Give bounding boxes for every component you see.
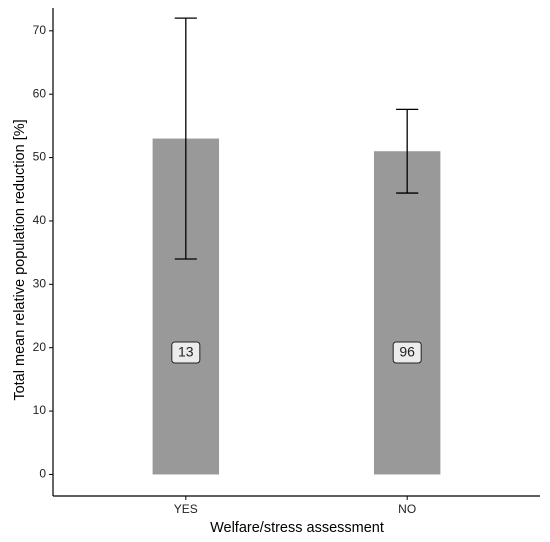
sample-size-box [171,341,201,364]
y-tick-label: 30 [33,276,47,290]
x-axis-title: Welfare/stress assessment [210,520,384,536]
error-bar [396,108,419,194]
x-tick-label: NO [398,502,416,516]
bar [373,151,441,475]
y-tick-label: 70 [33,23,47,37]
y-tick-label: 10 [33,403,47,417]
x-tick-label: YES [174,502,198,516]
sample-size-box [392,341,422,364]
y-tick-label: 40 [33,213,47,227]
y-tick-label: 60 [33,86,47,100]
y-tick-label: 20 [33,340,47,354]
y-axis-title: Total mean relative population reduction… [12,119,28,400]
y-tick-label: 50 [33,150,47,164]
error-bar [174,17,197,260]
y-tick-label: 0 [39,467,46,481]
sample-size-label: 13 [178,344,194,360]
sample-size-label: 96 [399,344,415,360]
